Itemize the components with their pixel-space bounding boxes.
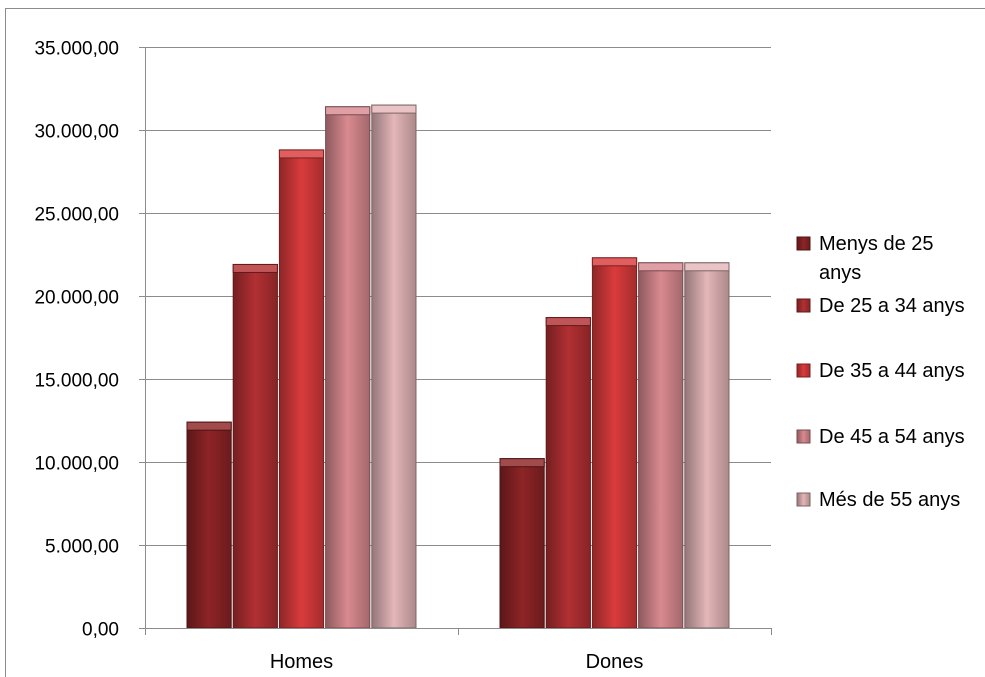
bars <box>186 104 730 629</box>
bar-top <box>186 421 232 431</box>
bar <box>545 317 591 629</box>
y-tick-label: 25.000,00 <box>34 205 119 226</box>
bar-top <box>684 262 730 272</box>
bar-top <box>232 263 278 273</box>
y-tick-label: 35.000,00 <box>34 39 119 60</box>
y-tick-label: 10.000,00 <box>34 454 119 475</box>
bar-top <box>499 458 545 468</box>
y-tick-label: 0,00 <box>82 620 119 641</box>
legend-label: De 35 a 44 anys <box>819 360 965 382</box>
bar <box>499 458 545 629</box>
legend-swatch <box>796 236 811 251</box>
bar <box>684 262 730 629</box>
bar-top <box>278 149 325 159</box>
legend-swatch <box>796 492 811 507</box>
legend-label: anys <box>819 262 861 284</box>
legend-swatch <box>796 429 811 444</box>
bar <box>232 263 278 629</box>
bar <box>278 149 325 629</box>
bar-top <box>371 104 417 114</box>
chart-frame <box>5 8 985 677</box>
y-tick-label: 5.000,00 <box>45 537 119 558</box>
legend-swatch <box>796 363 811 378</box>
bar <box>186 421 232 629</box>
legend: Menys de 25 anys De 25 a 34 anys De 35 a 44… <box>796 233 965 511</box>
axes: 0,00 5.000,00 10.000,00 15.000,00 20.000,00 2… <box>34 39 772 673</box>
legend-label: Més de 55 anys <box>819 489 960 511</box>
bar-top <box>591 257 638 267</box>
y-tick-label: 20.000,00 <box>34 288 119 309</box>
bar <box>591 257 638 629</box>
x-tick-label: Homes <box>270 651 333 673</box>
legend-label: De 25 a 34 anys <box>819 295 965 317</box>
bar <box>325 106 371 629</box>
bar-top <box>545 317 591 327</box>
y-tick-label: 30.000,00 <box>34 122 119 143</box>
legend-swatch <box>796 298 811 313</box>
legend-label: Menys de 25 <box>819 233 934 255</box>
y-tick-label: 15.000,00 <box>34 371 119 392</box>
bar <box>371 104 417 629</box>
legend-label: De 45 a 54 anys <box>819 426 965 448</box>
bar <box>638 262 684 629</box>
x-tick-label: Dones <box>586 651 644 673</box>
bar-top <box>325 106 371 116</box>
bar-top <box>638 262 684 272</box>
